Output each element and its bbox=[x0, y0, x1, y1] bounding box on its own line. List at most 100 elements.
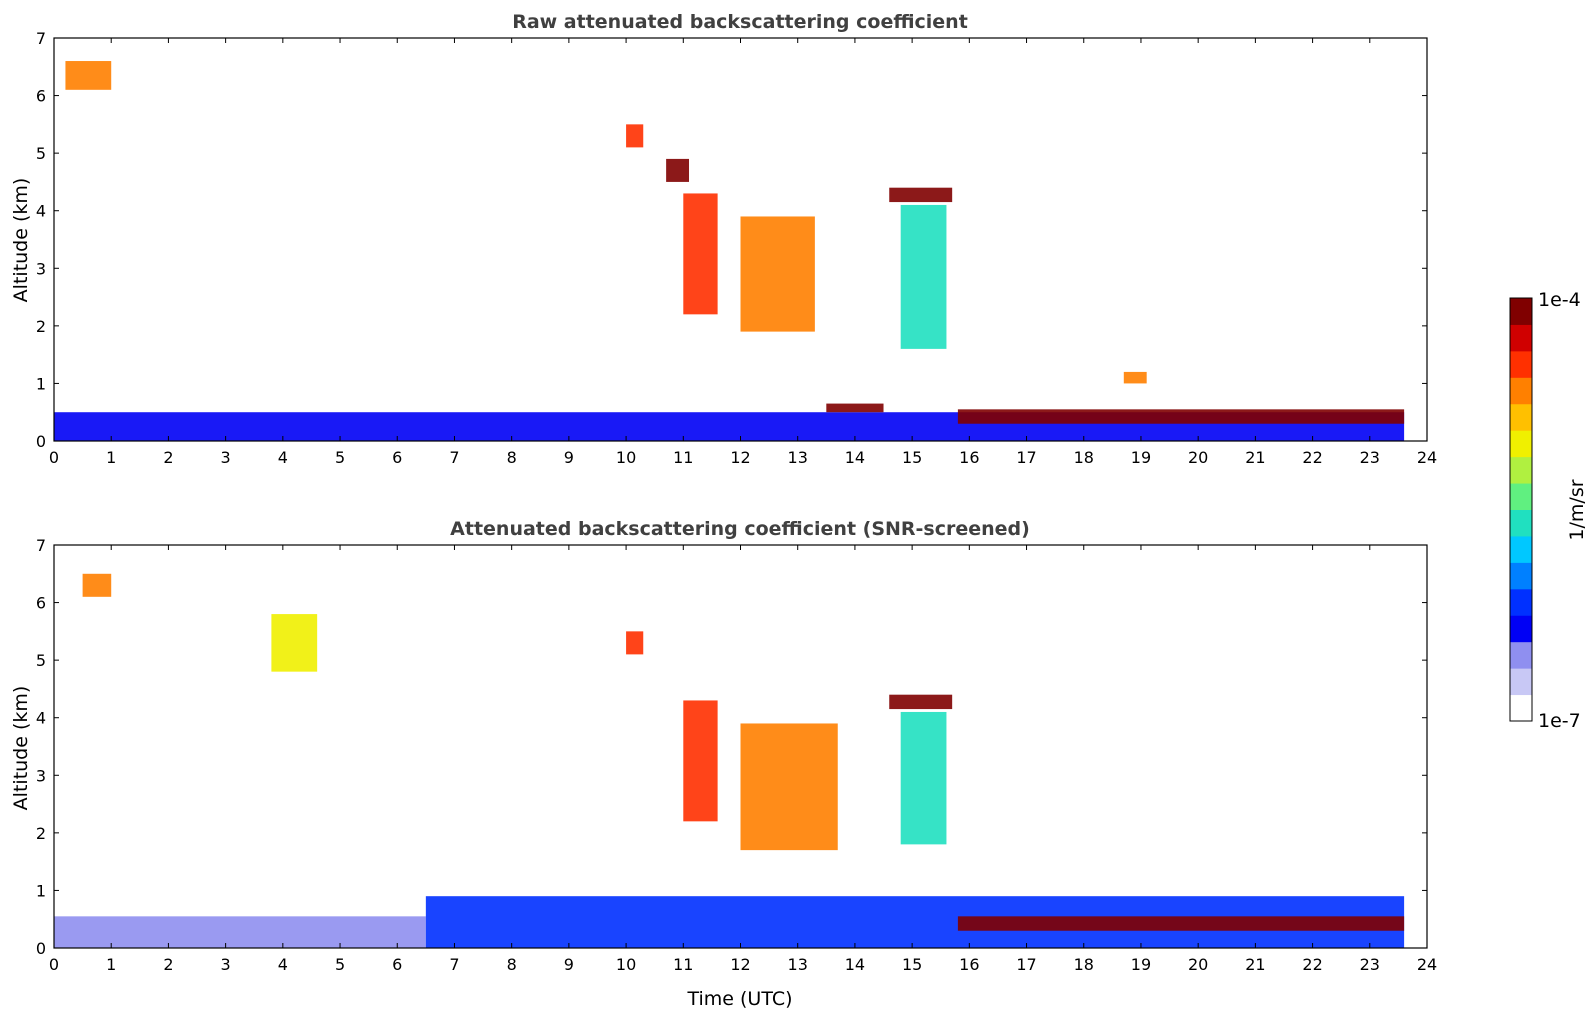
screened-xtick-label: 4 bbox=[278, 955, 288, 974]
raw-ytick-label: 1 bbox=[36, 374, 46, 393]
raw-xtick-label: 17 bbox=[1016, 448, 1036, 467]
raw-xtick-label: 14 bbox=[845, 448, 865, 467]
screened-xtick-label: 20 bbox=[1188, 955, 1208, 974]
colorbar-step bbox=[1510, 324, 1532, 352]
screened-xtick-label: 22 bbox=[1302, 955, 1322, 974]
screened-panel: Attenuated backscattering coefficient (S… bbox=[10, 518, 1437, 1010]
raw-x-axis: 0 1 2 3 4 5 6 7 8 9 10 11 12 13 14 15 16 17 18 19 20 21 22 23 24 bbox=[49, 38, 1437, 467]
raw-feature-altocumulus-6 bbox=[889, 187, 953, 203]
screened-xtick-label: 3 bbox=[221, 955, 231, 974]
screened-ytick-label: 0 bbox=[36, 939, 46, 958]
raw-ytick-label: 3 bbox=[36, 259, 46, 278]
screened-heatmap bbox=[54, 573, 1405, 948]
raw-xtick-label: 13 bbox=[788, 448, 808, 467]
colorbar-min-label: 1e-7 bbox=[1538, 710, 1581, 732]
colorbar-step bbox=[1510, 615, 1532, 643]
raw-xtick-label: 1 bbox=[106, 448, 116, 467]
raw-xtick-label: 21 bbox=[1245, 448, 1265, 467]
colorbar-step bbox=[1510, 588, 1532, 616]
raw-ytick-label: 6 bbox=[36, 87, 46, 106]
raw-xtick-label: 2 bbox=[163, 448, 173, 467]
raw-xtick-label: 0 bbox=[49, 448, 59, 467]
screened-feature-fall-streak-7 bbox=[683, 700, 718, 822]
colorbar-step bbox=[1510, 298, 1532, 325]
raw-ytick-label: 2 bbox=[36, 317, 46, 336]
screened-xtick-label: 19 bbox=[1131, 955, 1151, 974]
raw-feature-cirrus-4 bbox=[626, 124, 644, 148]
raw-xtick-label: 7 bbox=[449, 448, 459, 467]
raw-xtick-label: 6 bbox=[392, 448, 402, 467]
raw-feature-fall-streak-7 bbox=[683, 193, 718, 315]
screened-feature-virga-9 bbox=[900, 711, 947, 845]
screened-feature-boundary-layer-0 bbox=[54, 916, 426, 948]
screened-feature-low-cloud-2 bbox=[957, 916, 1405, 931]
raw-xtick-label: 11 bbox=[673, 448, 693, 467]
raw-feature-cirrus-3 bbox=[65, 61, 112, 90]
screened-ylabel: Altitude (km) bbox=[10, 686, 32, 811]
colorbar-step bbox=[1510, 562, 1532, 590]
screened-feature-cirrus-5 bbox=[626, 631, 644, 655]
colorbar-step bbox=[1510, 509, 1532, 537]
raw-title: Raw attenuated backscattering coefficien… bbox=[512, 11, 968, 33]
raw-xtick-label: 24 bbox=[1417, 448, 1437, 467]
colorbar-step bbox=[1510, 430, 1532, 458]
screened-ytick-label: 6 bbox=[36, 594, 46, 613]
raw-feature-cloud-10 bbox=[1123, 371, 1147, 384]
colorbar-step bbox=[1510, 668, 1532, 696]
raw-feature-low-cloud-2 bbox=[826, 403, 884, 413]
raw-xtick-label: 20 bbox=[1188, 448, 1208, 467]
screened-ytick-label: 7 bbox=[36, 536, 46, 555]
screened-xtick-label: 0 bbox=[49, 955, 59, 974]
colorbar-step bbox=[1510, 483, 1532, 510]
screened-ytick-label: 3 bbox=[36, 766, 46, 785]
colorbar: 1e-4 1e-7 1/m/sr bbox=[1509, 289, 1588, 732]
raw-xtick-label: 19 bbox=[1131, 448, 1151, 467]
screened-xtick-label: 17 bbox=[1016, 955, 1036, 974]
screened-xtick-label: 18 bbox=[1074, 955, 1094, 974]
raw-xtick-label: 23 bbox=[1360, 448, 1380, 467]
raw-xtick-label: 5 bbox=[335, 448, 345, 467]
colorbar-step bbox=[1510, 350, 1532, 378]
raw-heatmap bbox=[54, 61, 1405, 441]
screened-xtick-label: 14 bbox=[845, 955, 865, 974]
raw-xtick-label: 22 bbox=[1302, 448, 1322, 467]
screened-ytick-label: 2 bbox=[36, 824, 46, 843]
raw-xtick-label: 9 bbox=[564, 448, 574, 467]
screened-ytick-label: 4 bbox=[36, 709, 46, 728]
screened-xlabel: Time (UTC) bbox=[686, 988, 792, 1010]
raw-xtick-label: 3 bbox=[221, 448, 231, 467]
raw-feature-low-cloud-1 bbox=[957, 409, 1405, 424]
colorbar-max-label: 1e-4 bbox=[1538, 289, 1581, 311]
screened-ytick-label: 1 bbox=[36, 881, 46, 900]
screened-ytick-label: 5 bbox=[36, 651, 46, 670]
raw-ytick-label: 4 bbox=[36, 202, 46, 221]
screened-x-axis: 0 1 2 3 4 5 6 7 8 9 10 11 12 13 14 15 16 17 18 19 20 21 22 23 24 bbox=[49, 545, 1437, 974]
raw-ytick-label: 0 bbox=[36, 432, 46, 451]
raw-xtick-label: 18 bbox=[1074, 448, 1094, 467]
raw-panel: Raw attenuated backscattering coefficien… bbox=[10, 11, 1437, 467]
raw-xtick-label: 16 bbox=[959, 448, 979, 467]
colorbar-step bbox=[1510, 535, 1532, 563]
raw-xtick-label: 8 bbox=[507, 448, 517, 467]
raw-xtick-label: 12 bbox=[730, 448, 750, 467]
raw-feature-fall-streak-8 bbox=[740, 216, 815, 332]
screened-feature-fall-streak-8 bbox=[740, 723, 838, 851]
screened-xtick-label: 11 bbox=[673, 955, 693, 974]
colorbar-gradient bbox=[1510, 298, 1532, 722]
screened-xtick-label: 23 bbox=[1360, 955, 1380, 974]
raw-feature-cirrus-5 bbox=[666, 158, 690, 182]
screened-xtick-label: 16 bbox=[959, 955, 979, 974]
raw-feature-virga-9 bbox=[900, 204, 947, 349]
colorbar-step bbox=[1510, 694, 1532, 722]
screened-feature-cirrus-3 bbox=[82, 573, 112, 597]
raw-xtick-label: 15 bbox=[902, 448, 922, 467]
colorbar-step bbox=[1510, 403, 1532, 431]
screened-xtick-label: 7 bbox=[449, 955, 459, 974]
screened-feature-altocumulus-6 bbox=[889, 694, 953, 710]
raw-xtick-label: 4 bbox=[278, 448, 288, 467]
screened-xtick-label: 5 bbox=[335, 955, 345, 974]
screened-xtick-label: 6 bbox=[392, 955, 402, 974]
colorbar-unit-label: 1/m/sr bbox=[1566, 479, 1588, 540]
raw-ylabel: Altitude (km) bbox=[10, 178, 32, 303]
